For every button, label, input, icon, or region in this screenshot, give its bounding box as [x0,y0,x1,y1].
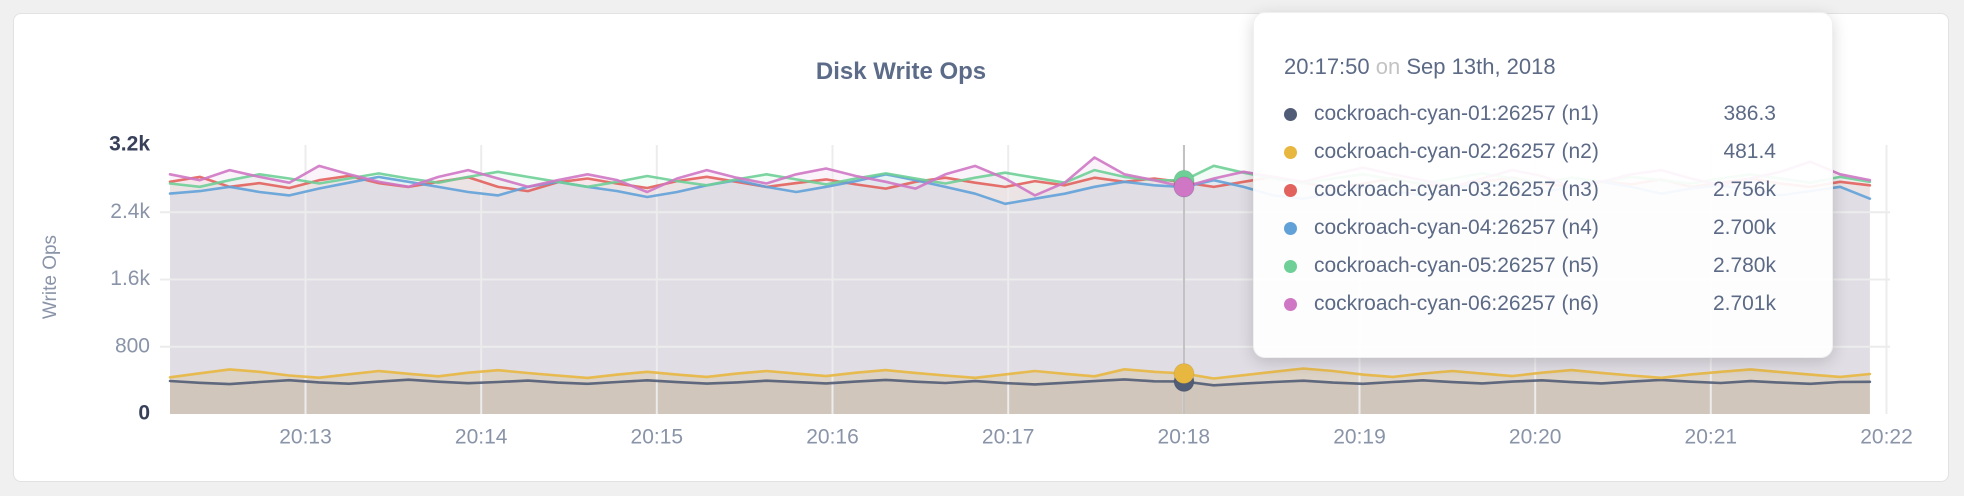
series-value: 481.4 [1723,140,1776,163]
tooltip-rows: cockroach-cyan-01:26257 (n1) 386.3 cockroa… [1284,95,1776,323]
series-color-dot [1284,297,1297,311]
x-tick-label-20:14: 20:14 [455,426,508,449]
x-tick-label-20:18: 20:18 [1158,426,1211,449]
x-tick-label-20:17: 20:17 [982,426,1035,449]
series-color-dot [1284,145,1297,159]
series-label: cockroach-cyan-03:26257 (n3) [1314,178,1599,201]
series-label: cockroach-cyan-04:26257 (n4) [1314,216,1599,239]
tooltip-row-3: cockroach-cyan-03:26257 (n3) 2.756k [1284,171,1776,209]
series-color-dot [1284,183,1297,197]
tooltip-timestamp: 20:17:50 on Sep 13th, 2018 [1284,53,1776,81]
series-value: 2.780k [1712,254,1776,277]
x-tick-label-20:21: 20:21 [1685,426,1738,449]
series-area-n2 [170,368,1870,414]
series-label: cockroach-cyan-01:26257 (n1) [1314,102,1599,125]
x-tick-label-20:15: 20:15 [631,426,684,449]
series-value: 2.701k [1712,292,1776,315]
tooltip-on-word: on [1375,54,1401,79]
series-label: cockroach-cyan-06:26257 (n6) [1314,292,1599,315]
series-value: 2.756k [1712,178,1776,201]
y-tick-label-0: 0 [138,402,150,425]
x-tick-label-20:19: 20:19 [1333,426,1386,449]
series-area-n1 [170,379,1870,414]
y-tick-label-1.6k: 1.6k [110,267,150,290]
series-line-n1 [168,378,1872,387]
series-color-dot [1284,107,1297,121]
series-label: cockroach-cyan-05:26257 (n5) [1314,254,1599,277]
tooltip-row-4: cockroach-cyan-04:26257 (n4) 2.700k [1284,209,1776,247]
x-tick-label-20:16: 20:16 [806,426,859,449]
series-color-dot [1284,259,1297,273]
tooltip-row-5: cockroach-cyan-05:26257 (n5) 2.780k [1284,247,1776,285]
chart-title: Disk Write Ops [815,58,987,85]
y-tick-label-800: 800 [115,334,150,357]
series-color-dot [1284,221,1297,235]
series-value: 386.3 [1723,102,1776,125]
series-value: 2.700k [1712,216,1776,239]
x-tick-label-20:20: 20:20 [1509,426,1562,449]
x-tick-label-20:13: 20:13 [279,426,332,449]
tooltip-row-1: cockroach-cyan-01:26257 (n1) 386.3 [1284,95,1776,133]
y-tick-label-3.2k: 3.2k [109,133,150,156]
hover-dot-n6 [1173,176,1195,198]
chart-tooltip: 20:17:50 on Sep 13th, 2018 cockroach-cya… [1253,12,1833,358]
y-axis-label: Write Ops [40,235,61,319]
tooltip-row-2: cockroach-cyan-02:26257 (n2) 481.4 [1284,133,1776,171]
series-line-n2 [168,367,1872,380]
tooltip-date: Sep 13th, 2018 [1406,54,1556,79]
tooltip-time: 20:17:50 [1284,54,1370,79]
y-tick-label-2.4k: 2.4k [110,200,150,223]
x-tick-label-20:22: 20:22 [1860,426,1913,449]
series-label: cockroach-cyan-02:26257 (n2) [1314,140,1599,163]
tooltip-row-6: cockroach-cyan-06:26257 (n6) 2.701k [1284,285,1776,323]
hover-dot-n2 [1173,363,1195,384]
